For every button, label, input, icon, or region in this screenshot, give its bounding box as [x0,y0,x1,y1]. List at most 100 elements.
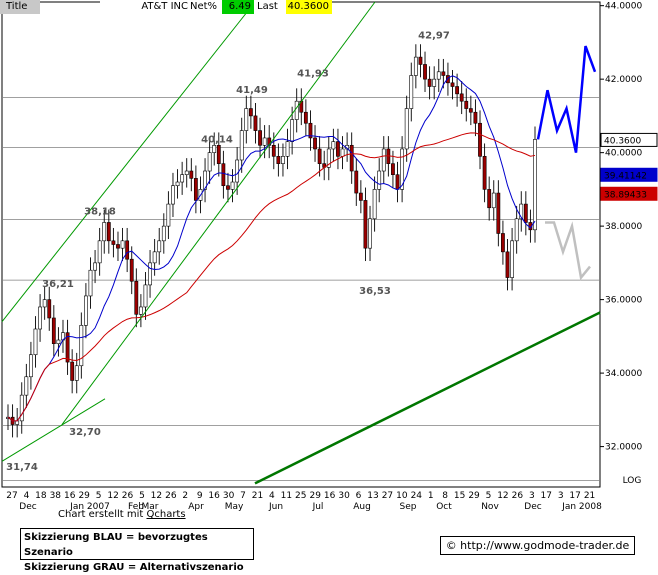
x-day-label: 38 [50,491,62,501]
candle-body [391,163,395,175]
candle-body [184,170,189,175]
candle-body [423,64,427,80]
candle-body [413,56,418,76]
x-day-label: 27 [382,491,393,501]
candle-body [239,130,244,161]
candle-body [24,376,29,396]
candle-body [446,75,450,84]
y-tick-label: 34.0000 [605,369,642,379]
candle-body [290,119,295,142]
x-day-label: 29 [309,491,321,501]
x-day-label: 12 [107,491,118,501]
x-day-label: 27 [6,491,17,501]
x-day-label: 26 [512,491,524,501]
x-month-label: Jan 2008 [561,502,602,512]
x-day-label: 21 [252,491,263,501]
candle-body [189,170,194,179]
candle-body [248,108,253,117]
x-day-label: 5 [139,491,145,501]
x-day-label: 3 [558,491,564,501]
red-ma-line [7,132,536,422]
x-month-label: Jul [312,502,324,512]
x-month-label: Nov [481,502,499,512]
channel-lower-line [1,398,106,462]
y-tick-label: 40.0000 [605,149,642,159]
candle-body [175,181,180,187]
candle-body [258,130,262,146]
channel-mid-line [61,1,376,425]
candle-body [143,284,148,308]
candle-body [331,141,336,150]
candle-body [93,262,97,271]
price-tag [600,186,658,201]
qcharts-link[interactable]: Qcharts [146,509,186,520]
x-day-label: 3 [529,491,535,501]
candle-body [281,156,285,164]
candle-body [253,115,258,131]
blue-scenario-path [536,45,597,153]
candle-body [505,251,510,278]
candle-body [38,306,42,330]
candle-body [152,251,157,264]
y-tick-label: 42.0000 [605,75,642,85]
candle-body [377,170,382,190]
x-day-label: 7 [240,491,246,501]
x-month-label: Dec [19,502,36,512]
candle-body [207,152,212,172]
x-day-label: 15 [454,491,465,501]
price-annotation: 42,97 [418,31,450,42]
y-tick-label: 36.0000 [605,296,642,306]
candle-body [84,295,88,326]
source-url[interactable]: © http://www.godmode-trader.de [440,536,635,555]
x-day-label: 4 [24,491,30,501]
plot-frame [1,1,601,488]
candle-body [308,122,313,139]
x-month-label: Oct [436,502,452,512]
header-symbol: AT&T INC [100,0,188,14]
candle-body [372,189,377,220]
x-day-label: 13 [367,491,378,501]
y-tick-label: 32.0000 [605,443,642,453]
price-annotation: 41,93 [297,69,329,80]
x-day-label: 16 [208,491,220,501]
x-day-label: 8 [442,491,448,501]
candle-body [441,71,446,76]
x-month-label: Feb [128,502,144,512]
channel-upper-line [1,1,256,322]
candle-body [400,148,405,190]
candle-body [491,192,496,209]
candle-body [56,339,61,345]
candle-body [354,170,359,194]
candle-body [134,280,139,315]
legend-blue-scenario: Skizzierung BLAU = bevorzugtes Szenario [24,532,208,558]
y-tick-label: 38.0000 [605,222,642,232]
candle-body [212,144,217,153]
candle-body [496,192,501,234]
header-last-label: Last [254,0,286,14]
scenario-legend: Skizzierung BLAU = bevorzugtes Szenario … [20,528,254,573]
candle-body [303,111,308,124]
candle-body [79,325,84,367]
x-day-label: 30 [338,491,350,501]
price-annotation: 40,14 [201,135,233,146]
candle-body [244,108,249,131]
candle-body [180,174,185,183]
candle-body [436,71,441,80]
candle-body [459,93,464,102]
header-title-label: Title [0,0,40,14]
candle-body [533,139,537,231]
candle-body [340,148,345,157]
candle-body [336,141,340,157]
x-day-label: 17 [569,491,580,501]
candle-body [450,82,455,87]
candle-body [161,225,166,242]
candle-body [157,240,162,253]
x-day-label: 26 [122,491,134,501]
price-tag [600,132,658,147]
candle-body [116,244,120,249]
long-term-trendline [254,311,601,485]
x-month-label: Mar [142,502,159,512]
candle-body [432,78,437,87]
candle-body [510,240,514,278]
x-month-label: Apr [188,502,204,512]
